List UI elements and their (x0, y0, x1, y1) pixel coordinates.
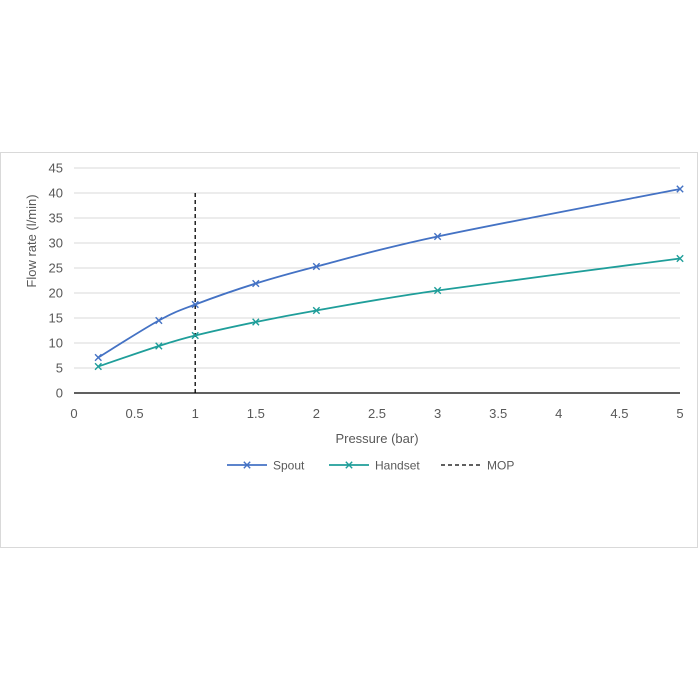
y-tick-label: 40 (49, 186, 63, 201)
legend-item-spout: Spout (227, 459, 305, 473)
legend-label-mop: MOP (487, 459, 514, 473)
data-point-spout (94, 353, 102, 362)
y-tick-label: 0 (56, 386, 63, 401)
x-tick-label: 2.5 (368, 406, 386, 421)
x-axis-title: Pressure (bar) (335, 431, 418, 446)
line-chart: 0 5 10 15 20 25 30 35 40 45 0 0.5 1 1.5 2 2.5 3 3.5 4 4.5 5… (24, 161, 684, 473)
data-point-spout (191, 300, 199, 309)
data-point-spout (433, 232, 442, 241)
legend-label-handset: Handset (375, 459, 420, 473)
y-tick-label: 25 (49, 261, 63, 276)
y-tick-label: 20 (49, 286, 63, 301)
data-point-handset (191, 331, 199, 340)
legend-marker-spout (243, 461, 251, 469)
data-point-handset (676, 254, 684, 263)
data-point-handset (433, 286, 442, 295)
y-tick-label: 30 (49, 236, 63, 251)
legend-item-handset: Handset (329, 459, 420, 473)
chart-frame: 0 5 10 15 20 25 30 35 40 45 0 0.5 1 1.5 2 2.5 3 3.5 4 4.5 5… (0, 152, 698, 548)
data-point-spout (676, 185, 684, 193)
x-tick-label: 4 (555, 406, 562, 421)
data-point-handset (312, 306, 321, 315)
legend-marker-handset (345, 461, 353, 469)
x-tick-label: 3.5 (489, 406, 507, 421)
data-point-handset (252, 318, 260, 326)
x-tick-label: 1 (192, 406, 199, 421)
data-point-spout (312, 262, 321, 271)
y-tick-label: 35 (49, 211, 63, 226)
y-tick-label: 5 (56, 361, 63, 376)
data-point-spout (155, 316, 163, 325)
x-tick-label: 5 (676, 406, 683, 421)
y-tick-label: 15 (49, 311, 63, 326)
legend-item-mop: MOP (441, 459, 514, 473)
y-tick-label: 10 (49, 336, 63, 351)
x-tick-label: 0.5 (126, 406, 144, 421)
series-line-spout (97, 188, 681, 359)
y-axis-title: Flow rate (l/min) (24, 194, 39, 287)
data-point-spout (252, 279, 260, 288)
data-point-handset (94, 362, 102, 371)
x-tick-labels: 0 0.5 1 1.5 2 2.5 3 3.5 4 4.5 5 (70, 406, 683, 421)
gridlines (74, 167, 680, 369)
x-tick-label: 2 (313, 406, 320, 421)
y-tick-labels: 0 5 10 15 20 25 30 35 40 45 (49, 161, 63, 401)
series-line-handset (97, 257, 681, 368)
legend-label-spout: Spout (273, 459, 305, 473)
x-tick-label: 3 (434, 406, 441, 421)
x-tick-label: 0 (70, 406, 77, 421)
data-point-handset (155, 342, 163, 350)
x-tick-label: 1.5 (247, 406, 265, 421)
y-tick-label: 45 (49, 161, 63, 176)
x-tick-label: 4.5 (610, 406, 628, 421)
series-lines (94, 185, 684, 371)
legend: Spout Handset MOP (227, 459, 514, 473)
